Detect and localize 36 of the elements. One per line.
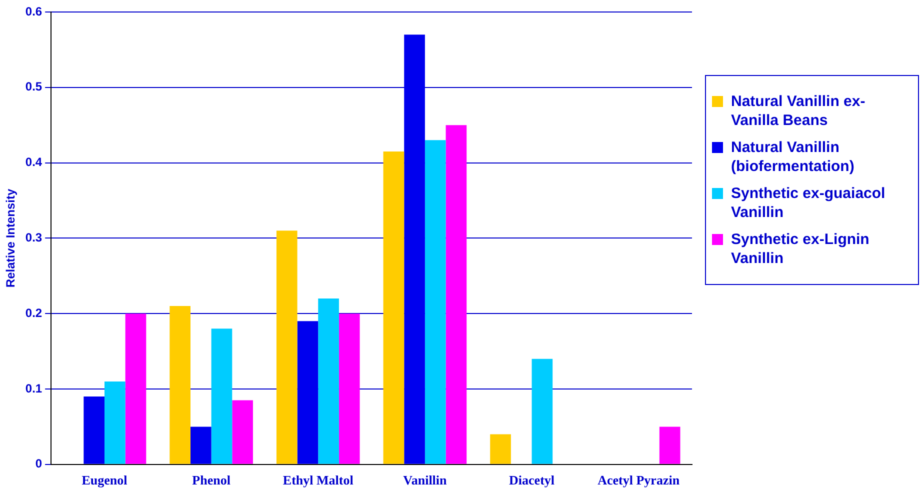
bar	[125, 314, 146, 464]
y-tick-label: 0.4	[25, 155, 42, 170]
bar	[232, 400, 253, 464]
x-tick-label: Acetyl Pyrazin	[598, 472, 680, 488]
legend-label: Natural Vanillin ex-Vanilla Beans	[731, 92, 866, 130]
y-tick-label: 0.1	[25, 381, 42, 396]
bar	[490, 434, 511, 464]
x-tick-label: Phenol	[192, 472, 231, 488]
x-tick-label: Ethyl Maltol	[282, 472, 354, 488]
bar	[170, 306, 190, 464]
y-tick-label: 0.2	[25, 306, 42, 320]
y-tick-label: 0	[35, 456, 42, 471]
bar	[297, 321, 318, 464]
y-tick-label: 0.6	[25, 4, 42, 18]
x-tick-label: Eugenol	[82, 472, 128, 488]
bar	[84, 396, 104, 464]
y-tick-label: 0.5	[25, 80, 42, 94]
bar	[211, 328, 232, 464]
bar	[190, 426, 212, 464]
bar	[318, 298, 339, 464]
bar	[104, 381, 126, 464]
bar	[276, 230, 298, 464]
bar	[446, 125, 467, 464]
x-tick-label: Diacetyl	[509, 472, 555, 488]
bar	[404, 34, 425, 464]
legend-label: Synthetic ex-guaiacol Vanillin	[731, 184, 886, 222]
bar	[383, 151, 404, 464]
legend-label: Synthetic ex-Lignin Vanillin	[731, 230, 870, 268]
y-axis-title: Relative Intensity	[4, 188, 18, 288]
x-tick-label: Vanillin	[403, 472, 448, 488]
y-tick-label: 0.3	[25, 230, 42, 245]
bar	[659, 426, 680, 464]
legend-label: Natural Vanillin (biofermentation)	[731, 138, 856, 176]
bar	[424, 140, 446, 464]
bar	[338, 314, 360, 464]
bar	[532, 358, 553, 464]
